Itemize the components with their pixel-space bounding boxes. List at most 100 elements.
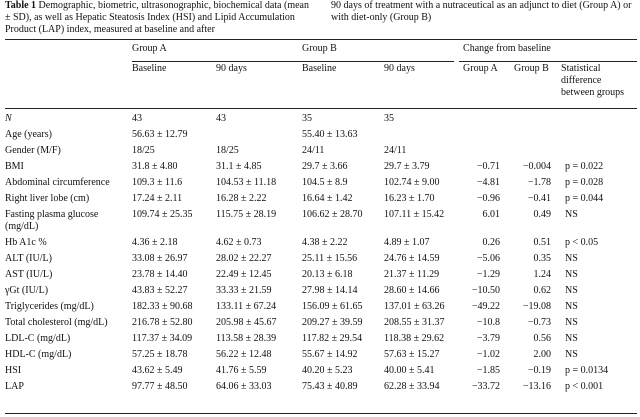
cell-cb: 0.35	[533, 253, 552, 264]
cell-a90: 22.49 ± 12.45	[216, 269, 272, 280]
cell-a0: 43	[132, 113, 142, 124]
caption-text-left: Demographic, biometric, ultrasonographic…	[5, 0, 309, 35]
header-rule	[5, 108, 637, 109]
cell-b0: 156.09 ± 61.65	[302, 301, 363, 312]
table-caption: Table 1 Demographic, biometric, ultrason…	[5, 0, 637, 38]
cell-sig	[561, 129, 637, 145]
cell-ca: −10.50	[471, 285, 501, 296]
cell-label: LAP	[5, 381, 24, 392]
cell-ca: 0.26	[482, 237, 501, 248]
table-row: HSI 43.62 ± 5.49 41.76 ± 5.59 40.20 ± 5.23 4…	[5, 365, 637, 381]
cell-ca	[463, 145, 514, 161]
cell-b0: 55.67 ± 14.92	[302, 349, 358, 360]
sub-header-cell: Group B	[514, 63, 549, 74]
cell-label: Abdominal circumference	[5, 177, 110, 188]
cell-a90: 64.06 ± 33.03	[216, 381, 272, 392]
table-row: LDL-C (mg/dL) 117.37 ± 34.09 113.58 ± 28.3…	[5, 333, 637, 349]
sub-header-row: Baseline 90 days Baseline 90 days Group …	[5, 57, 637, 113]
cell-ca: 6.01	[482, 209, 501, 220]
cell-sig: NS	[565, 317, 578, 328]
cell-a90: 18/25	[216, 145, 239, 156]
cell-sig	[561, 145, 637, 161]
cell-ca: −3.79	[476, 333, 501, 344]
group-b-header: Group B	[302, 43, 337, 54]
cell-cb: −13.16	[522, 381, 552, 392]
cell-a0: 182.33 ± 90.68	[132, 301, 193, 312]
cell-a0: 17.24 ± 2.11	[132, 193, 183, 204]
cell-a90	[216, 129, 302, 145]
cell-a90: 41.76 ± 5.59	[216, 365, 267, 376]
cell-b90: 118.38 ± 29.62	[384, 333, 445, 344]
table-row: Total cholesterol (mg/dL) 216.78 ± 52.80 2…	[5, 317, 637, 333]
cell-a90: 28.02 ± 22.27	[216, 253, 272, 264]
table-row: N 43 43 35 35	[5, 113, 637, 129]
cell-ca: −49.22	[471, 301, 501, 312]
cell-ca: −1.02	[476, 349, 501, 360]
cell-a90: 115.75 ± 28.19	[216, 209, 277, 220]
cell-sig: p = 0.0134	[565, 365, 609, 376]
cell-sig: p < 0.05	[565, 237, 599, 248]
caption-text-right: 90 days of treatment with a nutraceutica…	[331, 0, 632, 23]
cell-cb: 0.62	[533, 285, 552, 296]
caption-left: Table 1 Demographic, biometric, ultrason…	[5, 0, 313, 36]
cell-b90	[384, 129, 463, 145]
data-table: Group A Group B Change from baseline Bas…	[5, 43, 637, 397]
change-subrule	[459, 61, 637, 62]
table-row: BMI 31.8 ± 4.80 31.1 ± 4.85 29.7 ± 3.66 29.7…	[5, 161, 637, 177]
cell-b90: 29.7 ± 3.79	[384, 161, 430, 172]
cell-a90: 104.53 ± 11.18	[216, 177, 277, 188]
cell-a0: 33.08 ± 26.97	[132, 253, 188, 264]
cell-sig: NS	[565, 301, 578, 312]
cell-b90: 137.01 ± 63.26	[384, 301, 445, 312]
table-row: HDL-C (mg/dL) 57.25 ± 18.78 56.22 ± 12.48 5…	[5, 349, 637, 365]
cell-cb	[514, 113, 561, 129]
sub-header-cell: Baseline	[302, 63, 337, 74]
cell-cb: −0.19	[527, 365, 552, 376]
cell-label: Fasting plasma glucose (mg/dL)	[5, 209, 99, 232]
bottom-rule	[5, 413, 637, 414]
cell-a0: 4.36 ± 2.18	[132, 237, 178, 248]
cell-ca: −33.72	[471, 381, 501, 392]
cell-b0: 24/11	[302, 145, 325, 156]
cell-cb	[514, 129, 561, 145]
cell-sig: NS	[565, 333, 578, 344]
sub-header-cell: 90 days	[216, 63, 247, 74]
table-row: AST (IU/L) 23.78 ± 14.40 22.49 ± 12.45 20.1…	[5, 269, 637, 285]
cell-b0: 29.7 ± 3.66	[302, 161, 348, 172]
cell-b0: 20.13 ± 6.18	[302, 269, 353, 280]
cell-sig: p < 0.001	[565, 381, 604, 392]
cell-a0: 18/25	[132, 145, 155, 156]
cell-b0: 75.43 ± 40.89	[302, 381, 358, 392]
cell-a0: 109.3 ± 11.6	[132, 177, 183, 188]
cell-label: Total cholesterol (mg/dL)	[5, 317, 108, 328]
cell-cb: −1.78	[527, 177, 552, 188]
cell-a90: 31.1 ± 4.85	[216, 161, 262, 172]
cell-label: Right liver lobe (cm)	[5, 193, 90, 204]
cell-label: BMI	[5, 161, 24, 172]
cell-cb: 1.24	[533, 269, 552, 280]
cell-b90: 40.00 ± 5.41	[384, 365, 435, 376]
cell-cb: −0.004	[522, 161, 552, 172]
cell-a0: 109.74 ± 25.35	[132, 209, 193, 220]
cell-label: ALT (IU/L)	[5, 253, 52, 264]
cell-b90: 16.23 ± 1.70	[384, 193, 435, 204]
cell-cb: 0.56	[533, 333, 552, 344]
cell-ca	[463, 129, 514, 145]
cell-a0: 23.78 ± 14.40	[132, 269, 188, 280]
cell-label: Gender (M/F)	[5, 145, 61, 156]
cell-label: Age (years)	[5, 129, 52, 140]
top-rule	[5, 39, 637, 40]
cell-cb: 0.49	[533, 209, 552, 220]
cell-b90: 4.89 ± 1.07	[384, 237, 430, 248]
cell-b90: 62.28 ± 33.94	[384, 381, 440, 392]
group-a-header: Group A	[132, 43, 167, 54]
cell-b0: 25.11 ± 15.56	[302, 253, 358, 264]
cell-b0: 27.98 ± 14.14	[302, 285, 358, 296]
table-row: Fasting plasma glucose (mg/dL) 109.74 ± 2…	[5, 209, 637, 237]
cell-cb: −19.08	[522, 301, 552, 312]
cell-sig: NS	[565, 349, 578, 360]
cell-ca: −4.81	[476, 177, 501, 188]
cell-label: LDL-C (mg/dL)	[5, 333, 71, 344]
table-row: Gender (M/F) 18/25 18/25 24/11 24/11	[5, 145, 637, 161]
cell-label: HSI	[5, 365, 22, 376]
